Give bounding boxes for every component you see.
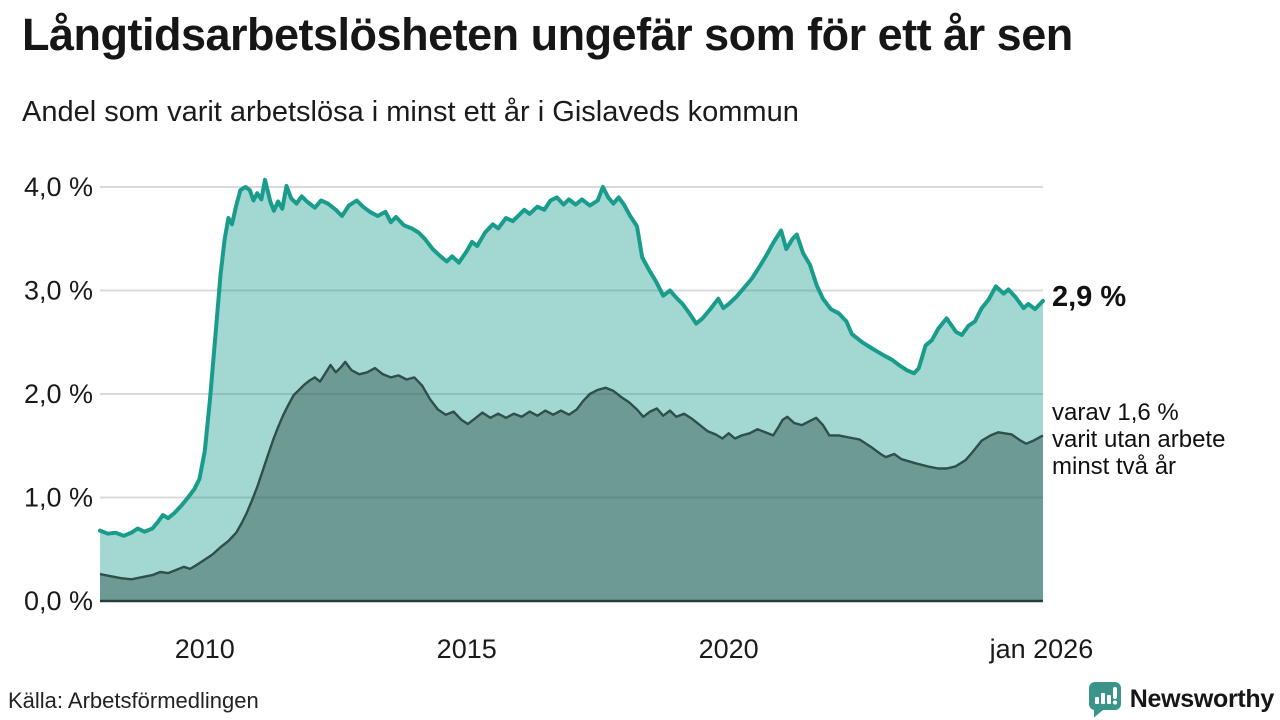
secondary-series-label-line2: varit utan arbete [1052,426,1226,453]
y-axis-tick-label: 0,0 % [24,586,93,616]
secondary-series-label-line3: minst två år [1052,453,1177,480]
latest-value-label: 2,9 % [1052,281,1127,313]
y-axis-tick-label: 2,0 % [24,379,93,409]
x-axis-tick-label: jan 2026 [989,634,1094,664]
line-unemployed-2yr [99,360,1044,581]
y-axis-tick-label: 1,0 % [24,483,93,513]
chart-title: Långtidsarbetslösheten ungefär som för e… [22,9,1073,60]
x-axis-tick-label: 2015 [437,634,497,664]
line-unemployed-1yr [98,177,1045,538]
y-axis-tick-label: 4,0 % [24,172,93,202]
newsworthy-logo: Newsworthy [1088,681,1274,718]
chart-subtitle: Andel som varit arbetslösa i minst ett å… [22,96,799,128]
newsworthy-logo-text: Newsworthy [1129,685,1275,713]
secondary-series-label-line1: varav 1,6 % [1052,399,1179,426]
source-caption: Källa: Arbetsförmedlingen [8,688,259,713]
area-unemployed-1yr [100,179,1043,602]
newsworthy-logo-icon [1088,682,1121,718]
x-axis-tick-label: 2010 [175,634,235,664]
area-unemployed-2yr [100,361,1043,601]
y-axis-tick-label: 3,0 % [24,276,93,306]
x-axis-tick-label: 2020 [699,634,759,664]
secondary-series-label: varav 1,6 % varit utan arbete minst två … [1052,399,1225,480]
